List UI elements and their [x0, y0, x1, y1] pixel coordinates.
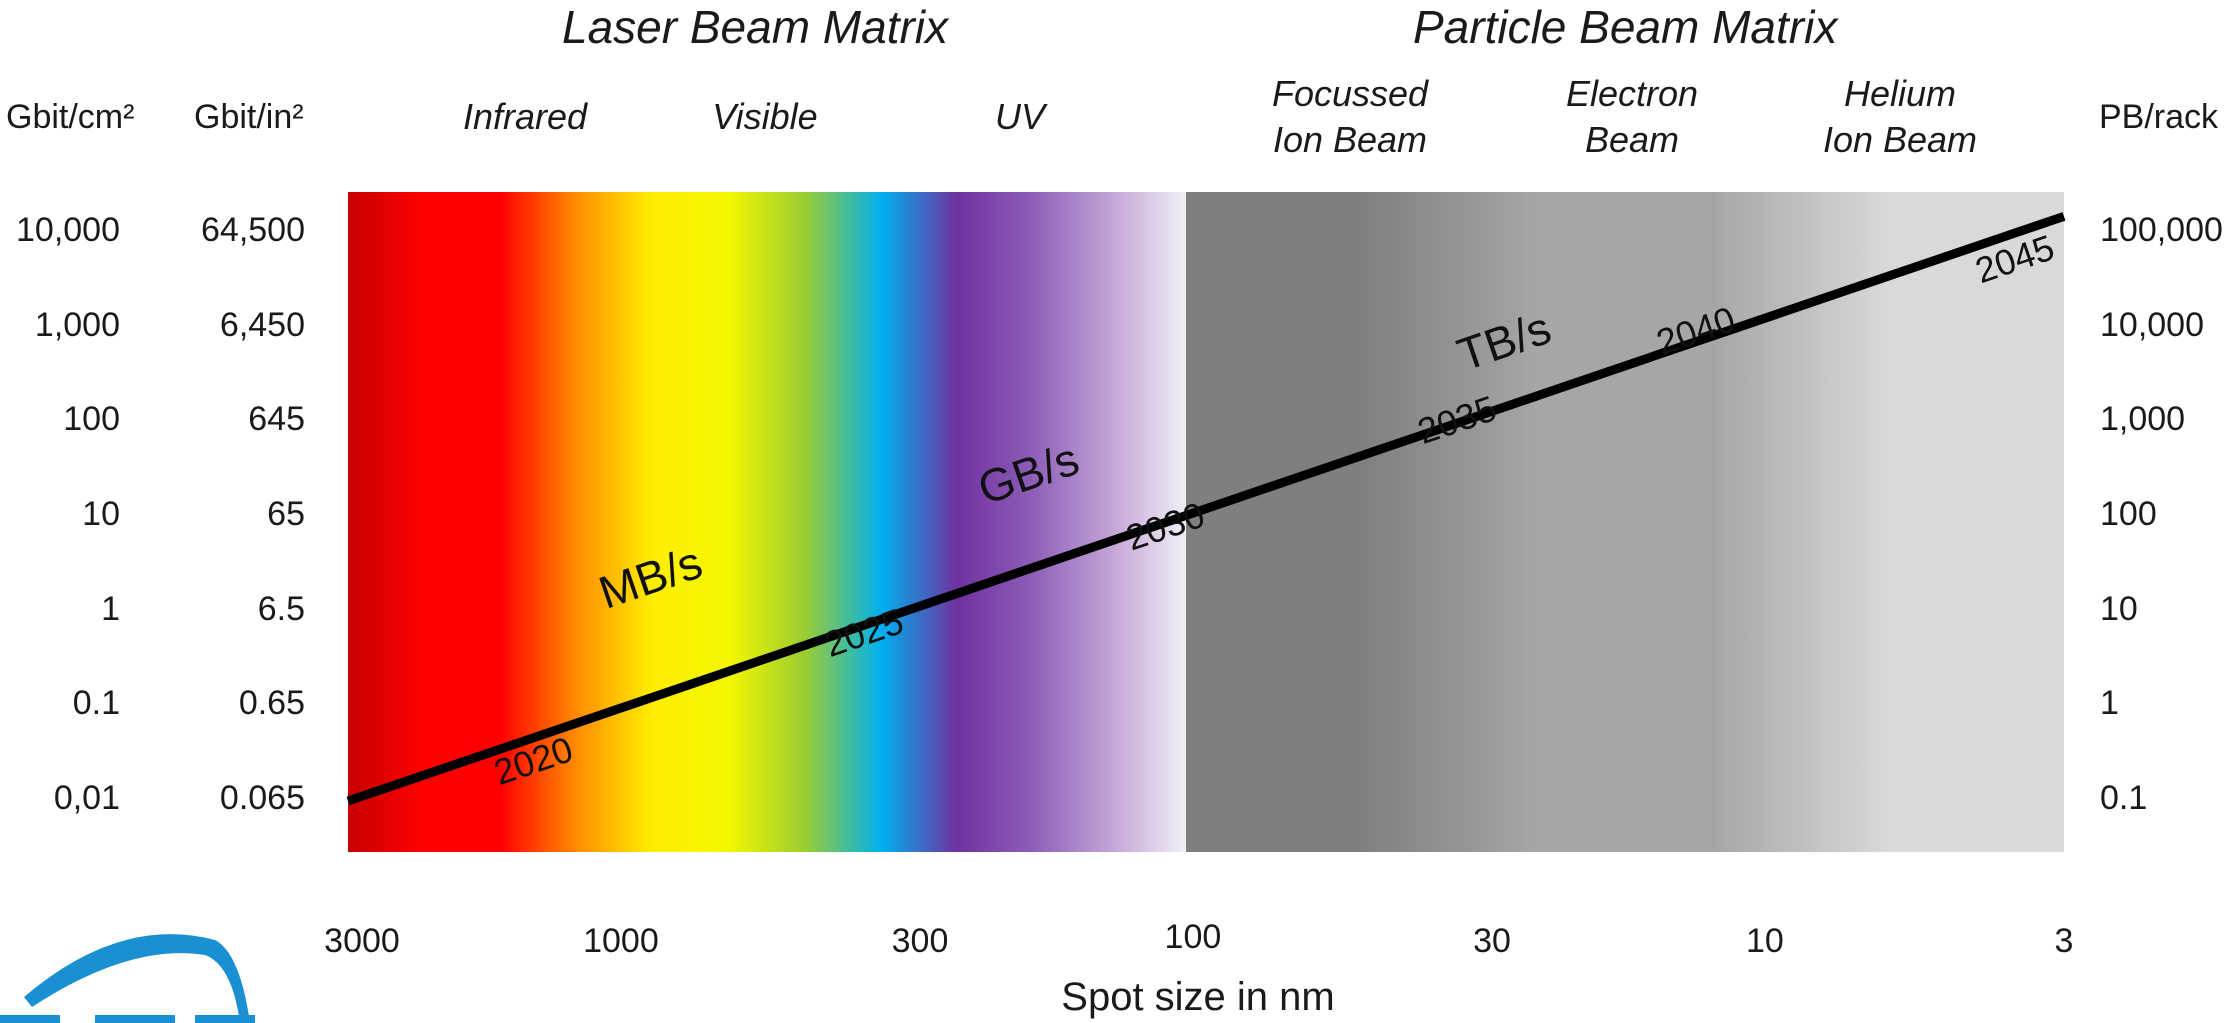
tick-label-pb-rack: 1: [2100, 684, 2119, 723]
region-label-line2: Beam: [1584, 119, 1680, 160]
region-label-line2: Ion Beam: [1272, 119, 1428, 160]
tick-label-gbit-cm2: 0,01: [53, 779, 120, 817]
region-label-line1: Helium: [1843, 73, 1957, 114]
tick-label-gbit-cm2: 1,000: [34, 305, 120, 344]
tick-label-gbit-cm2: 10: [82, 495, 120, 533]
tick-label-spot-size: 300: [891, 922, 949, 960]
x-axis-label: Spot size in nm: [1061, 975, 1335, 1019]
tick-label-gbit-cm2: 1: [101, 589, 120, 628]
tick-label-pb-rack: 0.1: [2100, 779, 2148, 817]
tick-label-gbit-in2: 0.65: [238, 684, 305, 723]
axis-label-pb-rack: PB/rack: [2099, 98, 2219, 136]
tick-label-gbit-in2: 0.065: [219, 779, 305, 817]
tick-label-pb-rack: 100: [2100, 495, 2157, 533]
tick-label-spot-size: 30: [1473, 922, 1511, 960]
tick-label-gbit-cm2: 100: [63, 400, 120, 439]
tick-label-spot-size: 3: [2054, 922, 2074, 960]
region-infrared: Infrared: [463, 94, 588, 140]
tick-label-pb-rack: 10: [2100, 589, 2138, 628]
tick-label-pb-rack: 10,000: [2100, 305, 2204, 344]
tick-label-gbit-in2: 645: [248, 400, 305, 439]
region-helium-ion-beam: Helium Ion Beam: [1800, 71, 2000, 163]
logo-letter-bar: [0, 1015, 60, 1023]
tick-label-gbit-in2: 6,450: [219, 305, 305, 344]
region-label-line1: Infrared: [463, 96, 588, 137]
region-label-line2: Ion Beam: [1822, 119, 1978, 160]
region-uv: UV: [960, 94, 1080, 140]
tick-label-gbit-cm2: 10,000: [16, 211, 120, 249]
company-logo: [0, 934, 255, 1023]
region-focussed-ion-beam: Focussed Ion Beam: [1250, 71, 1450, 163]
laser-spectrum-band: [348, 192, 1186, 852]
tick-label-spot-size: 3000: [324, 922, 400, 960]
region-label-line1: UV: [994, 96, 1045, 137]
region-electron-beam: Electron Beam: [1532, 71, 1732, 163]
logo-letter-bar: [195, 1015, 255, 1023]
tick-label-gbit-in2: 65: [267, 495, 305, 533]
laser-beam-matrix-title: Laser Beam Matrix: [562, 1, 949, 53]
axis-label-gbit-in2: Gbit/in²: [194, 98, 304, 136]
tick-label-pb-rack: 100,000: [2100, 211, 2223, 249]
region-visible: Visible: [705, 94, 825, 140]
particle-beam-matrix-title: Particle Beam Matrix: [1413, 1, 1838, 53]
particle-beam-band: [1186, 192, 2064, 852]
tick-label-spot-size: 100: [1164, 918, 1222, 956]
tick-label-spot-size: 1000: [583, 922, 659, 960]
region-label-line1: Visible: [712, 96, 818, 137]
tick-label-gbit-in2: 64,500: [201, 211, 305, 249]
tick-label-gbit-in2: 6.5: [257, 589, 305, 628]
tick-label-gbit-cm2: 0.1: [72, 684, 120, 723]
region-label-line1: Focussed: [1271, 73, 1429, 114]
axis-label-gbit-cm2: Gbit/cm²: [6, 98, 135, 136]
density-trend-line: [346, 212, 2066, 806]
tick-label-pb-rack: 1,000: [2100, 400, 2186, 439]
region-label-line1: Electron: [1565, 73, 1699, 114]
tick-label-spot-size: 10: [1745, 922, 1784, 960]
logo-letter-bar: [95, 1015, 175, 1023]
logo-swoosh: [24, 934, 250, 1023]
